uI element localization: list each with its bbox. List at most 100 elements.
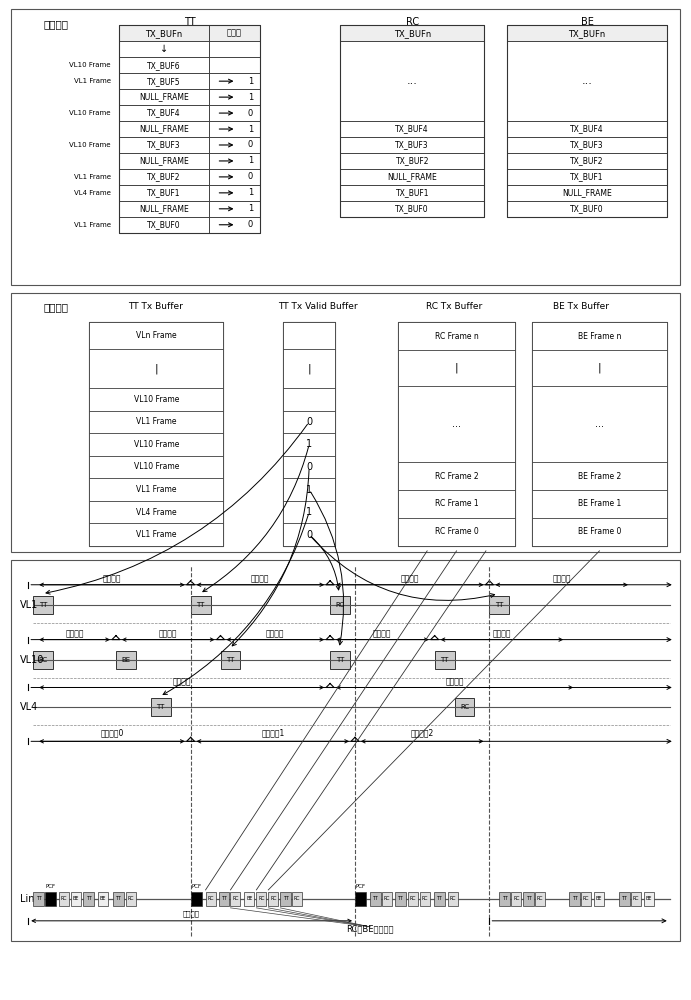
Bar: [89, 322, 223, 349]
Bar: [119, 217, 209, 233]
Bar: [455, 698, 475, 716]
Text: TT: TT: [502, 896, 508, 901]
Bar: [283, 433, 335, 456]
Text: RC: RC: [39, 657, 48, 663]
Bar: [507, 185, 667, 201]
Bar: [507, 137, 667, 153]
Text: 发送周期: 发送周期: [373, 629, 392, 638]
Bar: [532, 322, 667, 350]
Text: VL10 Frame: VL10 Frame: [70, 62, 111, 68]
Text: 1: 1: [248, 156, 253, 165]
Bar: [89, 433, 223, 456]
Text: 整合周期2: 整合周期2: [410, 729, 434, 738]
Text: VL4 Frame: VL4 Frame: [136, 508, 177, 517]
Bar: [113, 892, 124, 906]
Bar: [33, 651, 53, 669]
Bar: [370, 892, 381, 906]
Bar: [116, 651, 136, 669]
Bar: [619, 892, 630, 906]
Bar: [119, 25, 209, 41]
Bar: [398, 490, 515, 518]
Text: 主机内存: 主机内存: [44, 19, 68, 29]
Text: TX_BUFn: TX_BUFn: [569, 29, 605, 38]
Bar: [11, 9, 680, 285]
Text: BE: BE: [580, 17, 594, 27]
Text: BE: BE: [246, 896, 253, 901]
Bar: [523, 892, 534, 906]
Bar: [209, 201, 261, 217]
Bar: [209, 105, 261, 121]
Bar: [119, 201, 209, 217]
Text: TX_BUF3: TX_BUF3: [147, 140, 180, 149]
Text: TX_BUF0: TX_BUF0: [147, 220, 180, 229]
Text: TT: TT: [397, 896, 404, 901]
Text: NULL_FRAME: NULL_FRAME: [388, 172, 437, 181]
Text: TX_BUF2: TX_BUF2: [570, 156, 604, 165]
Text: 0: 0: [248, 220, 253, 229]
Text: 1: 1: [248, 93, 253, 102]
Bar: [398, 518, 515, 546]
Bar: [89, 456, 223, 478]
Text: 1: 1: [306, 439, 312, 449]
Text: TT: TT: [495, 602, 504, 608]
Bar: [11, 560, 680, 941]
Text: RC: RC: [406, 17, 419, 27]
Bar: [340, 201, 484, 217]
Text: 发送周期: 发送周期: [66, 629, 84, 638]
Bar: [340, 153, 484, 169]
Text: RC: RC: [270, 896, 276, 901]
Bar: [594, 892, 604, 906]
Text: TT Tx Valid Buffer: TT Tx Valid Buffer: [278, 302, 358, 311]
Bar: [398, 322, 515, 350]
Bar: [89, 501, 223, 523]
Text: PCF: PCF: [46, 884, 56, 889]
Bar: [395, 892, 406, 906]
Bar: [33, 596, 53, 614]
Text: TX_BUF6: TX_BUF6: [147, 61, 180, 70]
Text: |: |: [598, 363, 601, 373]
Text: RC: RC: [207, 896, 214, 901]
Bar: [209, 185, 261, 201]
Text: VL1 Frame: VL1 Frame: [136, 485, 176, 494]
Bar: [398, 322, 515, 546]
Text: TX_BUF1: TX_BUF1: [570, 172, 604, 181]
Bar: [89, 478, 223, 501]
Text: TT: TT: [526, 896, 531, 901]
Text: 0: 0: [248, 140, 253, 149]
Text: RC Frame 1: RC Frame 1: [435, 499, 478, 508]
Text: ...: ...: [407, 76, 417, 86]
Text: BE: BE: [122, 657, 131, 663]
Text: 整合周期1: 整合周期1: [261, 729, 285, 738]
Bar: [231, 892, 240, 906]
Bar: [119, 121, 209, 137]
Text: 0: 0: [306, 530, 312, 540]
Text: TX_BUF0: TX_BUF0: [570, 204, 604, 213]
Bar: [355, 892, 366, 906]
Text: RC: RC: [335, 602, 345, 608]
Text: BE: BE: [100, 896, 106, 901]
Text: TX_BUFn: TX_BUFn: [145, 29, 182, 38]
Text: TX_BUF1: TX_BUF1: [395, 188, 429, 197]
Text: RC: RC: [449, 896, 456, 901]
Text: 整合周期0: 整合周期0: [100, 729, 124, 738]
Bar: [536, 892, 545, 906]
Bar: [507, 41, 667, 121]
Bar: [119, 137, 209, 153]
Bar: [245, 892, 254, 906]
Text: TT: TT: [221, 896, 227, 901]
Bar: [119, 41, 209, 57]
Bar: [398, 350, 515, 386]
Text: RC Frame n: RC Frame n: [435, 332, 478, 341]
Bar: [119, 89, 209, 105]
Text: BE Frame n: BE Frame n: [578, 332, 621, 341]
Text: |: |: [307, 363, 311, 374]
Bar: [119, 185, 209, 201]
Bar: [209, 121, 261, 137]
Text: VL4 Frame: VL4 Frame: [74, 190, 111, 196]
Bar: [340, 185, 484, 201]
Text: |: |: [155, 363, 158, 374]
Bar: [33, 892, 44, 906]
Bar: [398, 462, 515, 490]
Bar: [209, 89, 261, 105]
Bar: [283, 388, 335, 411]
